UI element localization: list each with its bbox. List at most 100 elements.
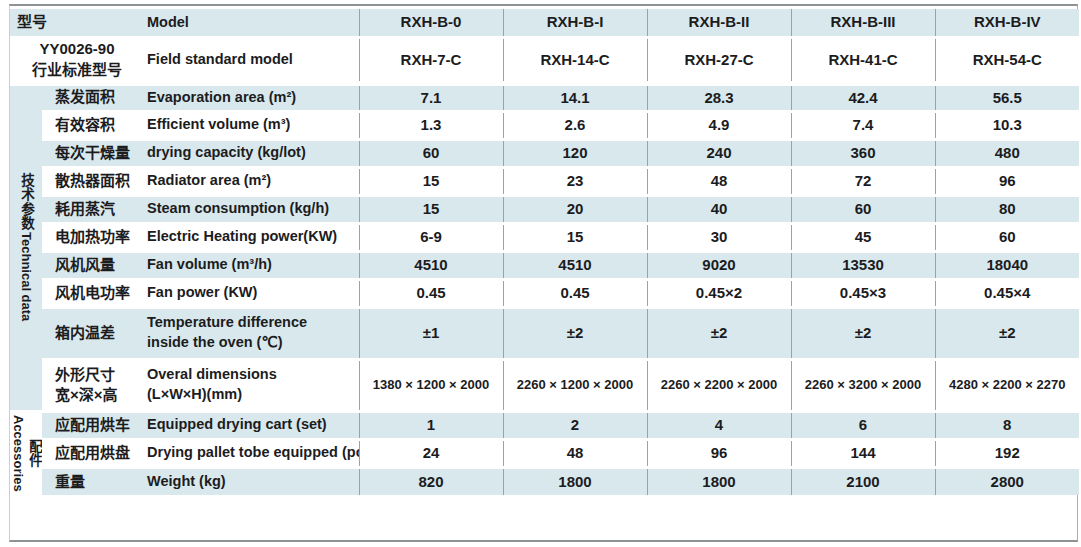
table-row-technical-data-4: 耗用蒸汽Steam consumption (kg/h)1520406080 — [10, 195, 1079, 223]
row-label-en-line: Equipped drying cart (set) — [147, 415, 359, 435]
group-strip-accessories: Accessories配件 — [10, 411, 42, 495]
value-cell-technical-data-8-4: ±2 — [935, 307, 1079, 359]
value-cell-accessories-0-3: 6 — [791, 411, 935, 439]
row-label-en-line: Steam consumption (kg/h) — [147, 199, 359, 219]
value-cell-technical-data-2-3: 360 — [791, 139, 935, 167]
value-cell-technical-data-0-4: 56.5 — [935, 83, 1079, 111]
value-cell-technical-data-3-2: 48 — [647, 167, 791, 195]
value-cell-technical-data-4-2: 40 — [647, 195, 791, 223]
row-label-en: Overal dimensions(L×W×H)(mm) — [144, 359, 359, 411]
row-label-zh-line: 风机风量 — [55, 255, 144, 275]
standard-col-2: RXH-27-C — [647, 37, 791, 83]
row-label-en-line: drying capacity (kg/lot) — [147, 143, 359, 163]
value-cell-technical-data-0-2: 28.3 — [647, 83, 791, 111]
row-label-en-line: Fan power (KW) — [147, 283, 359, 303]
row-label-zh-line: 风机电功率 — [55, 283, 144, 303]
row-label-zh-line: 宽×深×高 — [55, 385, 144, 405]
value-cell-technical-data-1-2: 4.9 — [647, 111, 791, 139]
row-label-zh-line: 应配用烘盘 — [55, 443, 144, 463]
group-label-zh-technical-data: 技术参数 — [18, 173, 34, 231]
value-cell-technical-data-1-4: 10.3 — [935, 111, 1079, 139]
value-cell-technical-data-6-2: 9020 — [647, 251, 791, 279]
table-row-technical-data-8: 箱内温差Temperature differenceinside the ove… — [10, 307, 1079, 359]
row-label-en-line: Fan volume (m³/h) — [147, 255, 359, 275]
row-label-en: Fan volume (m³/h) — [144, 251, 359, 279]
row-label-zh: 应配用烘盘 — [42, 439, 144, 467]
value-cell-technical-data-5-4: 60 — [935, 223, 1079, 251]
model-col-0: RXH-B-0 — [359, 9, 503, 37]
row-label-zh-line: 每次干燥量 — [55, 143, 144, 163]
model-col-1: RXH-B-I — [503, 9, 647, 37]
row-label-zh: 电加热功率 — [42, 223, 144, 251]
row-label-zh-line: 散热器面积 — [55, 171, 144, 191]
value-cell-technical-data-2-2: 240 — [647, 139, 791, 167]
row-label-en-line: (L×W×H)(mm) — [147, 385, 359, 405]
table-row-technical-data-0: 技术参数Technical data蒸发面积Evaporation area (… — [10, 83, 1079, 111]
value-cell-technical-data-6-1: 4510 — [503, 251, 647, 279]
row-label-zh: 重量 — [42, 467, 144, 495]
table-row-technical-data-3: 散热器面积Radiator area (m²)1523487296 — [10, 167, 1079, 195]
table-row-technical-data-7: 风机电功率Fan power (KW)0.450.450.45×20.45×30… — [10, 279, 1079, 307]
value-cell-technical-data-8-0: ±1 — [359, 307, 503, 359]
table-row-technical-data-5: 电加热功率Electric Heating power(KW)6-9153045… — [10, 223, 1079, 251]
row-label-zh: 耗用蒸汽 — [42, 195, 144, 223]
row-label-zh: 外形尺寸宽×深×高 — [42, 359, 144, 411]
group-strip-label-technical-data: 技术参数Technical data — [10, 173, 42, 321]
value-cell-accessories-0-4: 8 — [935, 411, 1079, 439]
value-cell-technical-data-4-0: 15 — [359, 195, 503, 223]
value-cell-accessories-0-1: 2 — [503, 411, 647, 439]
value-cell-technical-data-2-1: 120 — [503, 139, 647, 167]
value-cell-accessories-2-1: 1800 — [503, 467, 647, 495]
table-row-technical-data-1: 有效容积Efficient volume (m³)1.32.64.97.410.… — [10, 111, 1079, 139]
row-label-en-line: Evaporation area (m²) — [147, 88, 359, 108]
value-cell-technical-data-3-1: 23 — [503, 167, 647, 195]
row-label-zh: 风机风量 — [42, 251, 144, 279]
group-label-en-accessories: Accessories — [10, 415, 26, 492]
row-label-en: Steam consumption (kg/h) — [144, 195, 359, 223]
standard-col-1: RXH-14-C — [503, 37, 647, 83]
value-cell-technical-data-5-1: 15 — [503, 223, 647, 251]
value-cell-technical-data-0-3: 42.4 — [791, 83, 935, 111]
model-col-2: RXH-B-II — [647, 9, 791, 37]
row-label-zh: 散热器面积 — [42, 167, 144, 195]
value-cell-accessories-2-4: 2800 — [935, 467, 1079, 495]
row-label-en-line: Efficient volume (m³) — [147, 115, 359, 135]
value-cell-technical-data-5-0: 6-9 — [359, 223, 503, 251]
table-row-technical-data-2: 每次干燥量drying capacity (kg/lot)60120240360… — [10, 139, 1079, 167]
value-cell-technical-data-6-3: 13530 — [791, 251, 935, 279]
value-cell-accessories-1-4: 192 — [935, 439, 1079, 467]
row-label-en-line: Radiator area (m²) — [147, 171, 359, 191]
standard-label-zh: YY0026-90 行业标准型号 — [10, 37, 144, 83]
standard-col-0: RXH-7-C — [359, 37, 503, 83]
spec-table-frame: 型号 Model RXH-B-0 RXH-B-I RXH-B-II RXH-B-… — [9, 4, 1078, 542]
value-cell-technical-data-9-0: 1380 × 1200 × 2000 — [359, 359, 503, 411]
value-cell-technical-data-2-4: 480 — [935, 139, 1079, 167]
row-label-zh-line: 电加热功率 — [55, 227, 144, 247]
value-cell-technical-data-5-3: 45 — [791, 223, 935, 251]
value-cell-technical-data-8-3: ±2 — [791, 307, 935, 359]
table-row-accessories-2: 重量Weight (kg)8201800180021002800 — [10, 467, 1079, 495]
standard-col-3: RXH-41-C — [791, 37, 935, 83]
value-cell-technical-data-7-4: 0.45×4 — [935, 279, 1079, 307]
row-label-en-line: Overal dimensions — [147, 365, 359, 385]
standard-col-4: RXH-54-C — [935, 37, 1079, 83]
standard-label-line1: YY0026-90 — [10, 39, 144, 59]
model-label-en: Model — [144, 9, 359, 37]
value-cell-accessories-2-3: 2100 — [791, 467, 935, 495]
standard-label-line2: 行业标准型号 — [10, 60, 144, 80]
row-label-en-line: Weight (kg) — [147, 472, 359, 492]
value-cell-accessories-1-1: 48 — [503, 439, 647, 467]
value-cell-accessories-0-2: 4 — [647, 411, 791, 439]
value-cell-technical-data-8-2: ±2 — [647, 307, 791, 359]
value-cell-technical-data-4-1: 20 — [503, 195, 647, 223]
row-label-zh: 箱内温差 — [42, 307, 144, 359]
row-label-zh-line: 蒸发面积 — [55, 87, 144, 107]
group-strip-technical-data: 技术参数Technical data — [10, 83, 42, 411]
group-label-zh-accessories: 配件 — [26, 439, 42, 468]
row-label-en: Electric Heating power(KW) — [144, 223, 359, 251]
value-cell-technical-data-9-2: 2260 × 2200 × 2000 — [647, 359, 791, 411]
value-cell-technical-data-7-1: 0.45 — [503, 279, 647, 307]
table-row-accessories-1: 应配用烘盘Drying pallet tobe equipped (pc)244… — [10, 439, 1079, 467]
model-label-zh: 型号 — [10, 9, 144, 37]
row-label-en: Weight (kg) — [144, 467, 359, 495]
